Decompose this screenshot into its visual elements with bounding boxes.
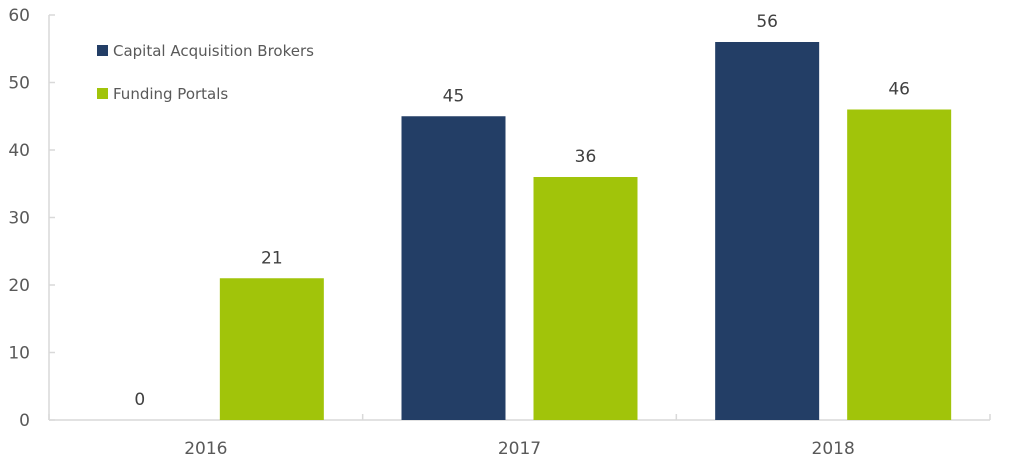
y-axis: 0 10 20 30 40 50 60 [8, 6, 55, 431]
bar-funding-portals-2016 [219, 278, 324, 420]
bar-capital-acquisition-brokers-2018 [715, 42, 820, 420]
y-tick-label: 20 [8, 276, 30, 296]
legend-label: Funding Portals [113, 85, 228, 103]
x-tick-label: 2016 [184, 439, 227, 459]
legend-swatch-icon [97, 88, 108, 99]
y-tick-label: 40 [8, 141, 30, 161]
x-axis: 2016 2017 2018 [48, 414, 991, 459]
data-label: 45 [443, 86, 465, 106]
bar-funding-portals-2018 [847, 109, 952, 420]
data-label: 46 [888, 80, 910, 100]
bar-capital-acquisition-brokers-2017 [401, 116, 506, 420]
bar-funding-portals-2017 [533, 177, 638, 420]
y-tick-label: 30 [8, 209, 30, 229]
y-tick-label: 60 [8, 6, 30, 26]
x-tick-label: 2017 [498, 439, 541, 459]
legend: Capital Acquisition Brokers Funding Porta… [97, 42, 314, 103]
x-tick-label: 2018 [812, 439, 855, 459]
y-tick-label: 0 [19, 411, 30, 431]
legend-label: Capital Acquisition Brokers [113, 42, 314, 60]
bars: 0 21 45 36 56 46 [134, 12, 952, 420]
y-tick-label: 10 [8, 344, 30, 364]
data-label: 56 [756, 12, 778, 32]
data-label: 36 [575, 147, 597, 167]
y-tick-label: 50 [8, 74, 30, 94]
data-label: 21 [261, 248, 283, 268]
data-label: 0 [134, 390, 145, 410]
legend-swatch-icon [97, 45, 108, 56]
